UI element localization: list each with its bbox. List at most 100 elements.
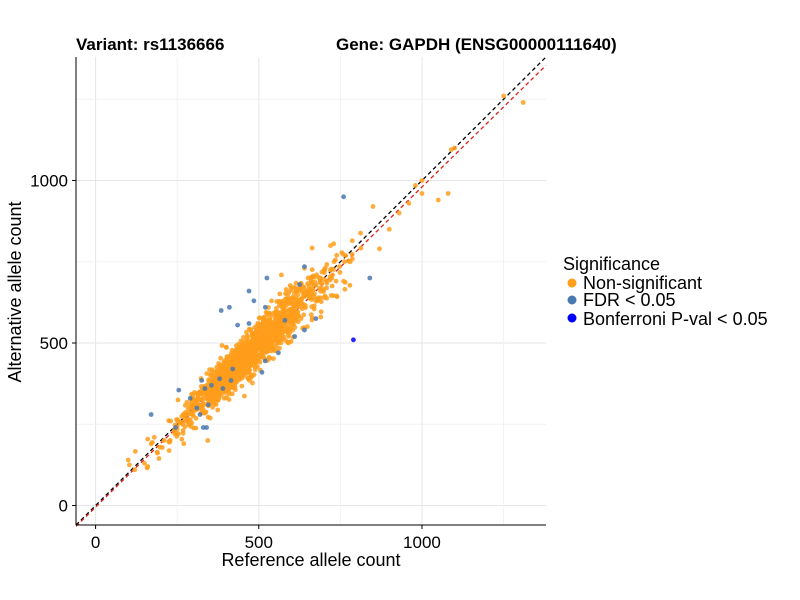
data-point-non-significant: [215, 407, 221, 413]
x-axis-title: Reference allele count: [221, 550, 400, 570]
data-point-non-significant: [260, 318, 266, 324]
data-point-non-significant: [283, 287, 289, 292]
data-point-non-significant: [396, 210, 402, 216]
data-point-non-significant: [324, 262, 330, 267]
data-point-non-significant: [166, 418, 172, 424]
data-point-non-significant: [239, 375, 245, 381]
data-point-non-significant: [342, 259, 347, 265]
data-point-non-significant: [237, 344, 243, 350]
data-point-non-significant: [224, 364, 230, 370]
data-point-non-significant: [257, 315, 263, 321]
data-point-non-significant: [249, 356, 255, 362]
y-tick-label: 500: [40, 334, 68, 353]
data-point-non-significant: [242, 351, 248, 356]
data-point-fdr-0-05: [220, 386, 226, 391]
legend-label-bonferroni: Bonferroni P-val < 0.05: [583, 309, 768, 329]
data-point-non-significant: [145, 436, 151, 442]
data-point-non-significant: [276, 315, 281, 321]
data-point-non-significant: [246, 350, 252, 355]
data-point-non-significant: [191, 398, 197, 404]
data-point-non-significant: [267, 317, 273, 323]
data-point-fdr-0-05: [173, 425, 178, 430]
data-point-fdr-0-05: [302, 327, 307, 333]
data-point-non-significant: [272, 329, 278, 335]
data-point-non-significant: [154, 449, 160, 455]
data-point-fdr-0-05: [176, 387, 182, 393]
data-point-non-significant: [321, 277, 327, 282]
data-point-non-significant: [329, 266, 335, 272]
data-point-non-significant: [190, 413, 196, 419]
data-point-fdr-0-05: [251, 298, 257, 304]
data-point-non-significant: [289, 316, 295, 321]
data-point-fdr-0-05: [200, 425, 206, 430]
data-point-non-significant: [209, 392, 215, 397]
data-point-non-significant: [294, 304, 300, 310]
data-point-non-significant: [167, 439, 172, 445]
data-point-non-significant: [263, 341, 268, 347]
data-point-non-significant: [159, 445, 165, 450]
data-point-fdr-0-05: [262, 304, 268, 310]
data-point-non-significant: [166, 448, 172, 453]
data-point-non-significant: [190, 405, 196, 411]
data-point-non-significant: [301, 312, 307, 318]
data-point-non-significant: [419, 191, 425, 196]
legend-marker-bonferroni: [567, 313, 577, 323]
data-point-non-significant: [308, 290, 314, 296]
data-point-non-significant: [182, 424, 188, 429]
data-point-non-significant: [200, 397, 205, 402]
data-point-fdr-0-05: [217, 376, 223, 382]
data-point-non-significant: [174, 417, 180, 422]
data-point-non-significant: [349, 251, 355, 257]
data-point-non-significant: [287, 283, 293, 288]
data-point-non-significant: [300, 293, 306, 299]
data-point-fdr-0-05: [341, 194, 346, 200]
y-axis-title: Alternative allele count: [5, 201, 25, 382]
data-point-fdr-0-05: [313, 316, 319, 321]
data-point-non-significant: [212, 401, 217, 407]
data-point-non-significant: [237, 360, 243, 366]
data-point-non-significant: [150, 440, 155, 445]
data-point-non-significant: [334, 293, 339, 299]
data-point-fdr-0-05: [264, 275, 270, 281]
x-tick-label: 0: [91, 533, 100, 552]
data-point-non-significant: [312, 291, 317, 297]
data-point-non-significant: [262, 335, 267, 341]
data-point-non-significant: [309, 245, 315, 251]
data-point-non-significant: [311, 274, 317, 280]
data-point-fdr-0-05: [246, 321, 252, 326]
data-point-non-significant: [185, 417, 191, 422]
data-point-fdr-0-05: [209, 382, 214, 388]
data-point-non-significant: [358, 245, 364, 251]
data-point-non-significant: [347, 282, 353, 288]
data-point-non-significant: [245, 375, 251, 381]
data-point-non-significant: [312, 279, 318, 285]
data-point-non-significant: [324, 295, 330, 301]
grid: [76, 57, 546, 525]
data-point-non-significant: [274, 310, 280, 315]
data-point-non-significant: [185, 406, 191, 412]
data-point-non-significant: [300, 303, 306, 308]
data-point-non-significant: [277, 330, 283, 336]
y-tick-label: 0: [59, 497, 68, 516]
data-point-non-significant: [291, 285, 297, 290]
data-point-non-significant: [229, 391, 235, 397]
data-point-non-significant: [292, 324, 298, 330]
data-point-non-significant: [274, 335, 280, 341]
data-point-non-significant: [144, 465, 150, 471]
data-point-non-significant: [253, 338, 258, 343]
data-point-non-significant: [331, 241, 337, 247]
data-point-fdr-0-05: [262, 358, 268, 364]
data-point-non-significant: [287, 308, 293, 314]
data-point-fdr-0-05: [230, 366, 236, 372]
data-point-non-significant: [244, 329, 249, 335]
data-point-non-significant: [205, 414, 211, 420]
data-point-fdr-0-05: [148, 412, 154, 417]
data-point-non-significant: [333, 278, 339, 284]
data-point-non-significant: [151, 434, 157, 440]
axes: 0 500 1000 0 500 1000: [30, 57, 546, 552]
legend-label-fdr: FDR < 0.05: [583, 290, 676, 310]
y-tick-label: 1000: [30, 172, 68, 191]
data-point-fdr-0-05: [204, 425, 210, 430]
data-point-non-significant: [317, 275, 323, 281]
